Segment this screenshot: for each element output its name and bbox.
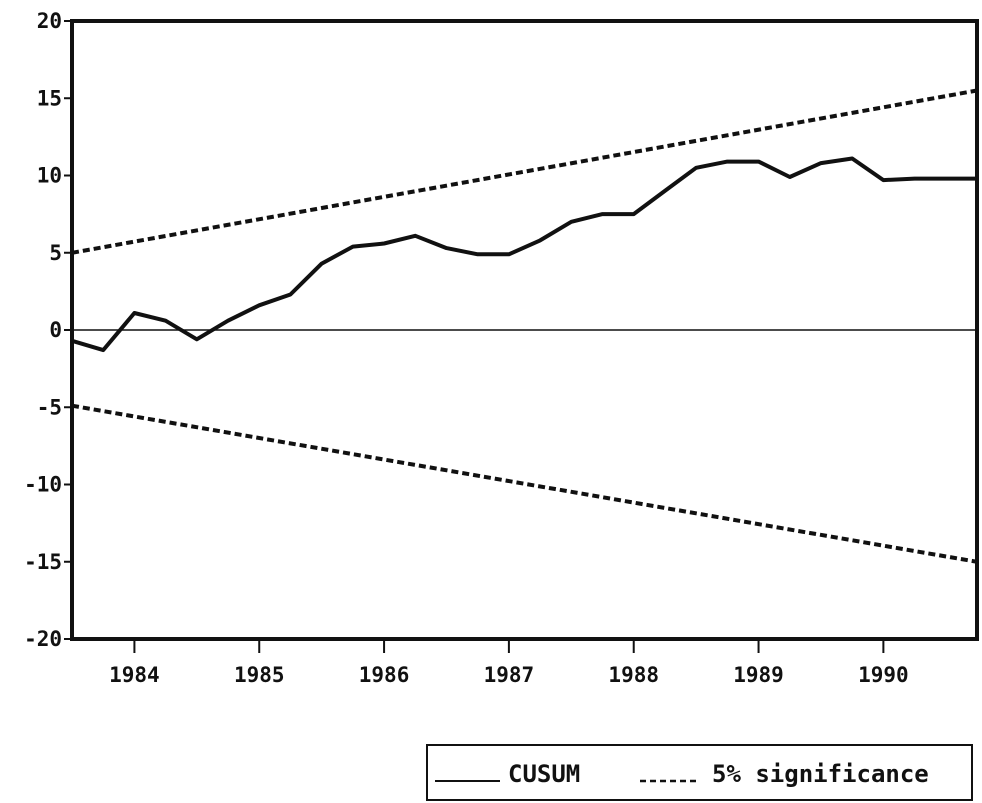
- x-tick-label: 1984: [109, 663, 160, 687]
- y-tick-label: -15: [24, 550, 62, 574]
- y-tick-label: 0: [49, 318, 62, 342]
- y-tick-label: 15: [37, 86, 62, 110]
- upper-significance-line: [71, 88, 978, 255]
- legend-cusum-label: CUSUM: [508, 760, 580, 788]
- x-axis-ticks: 1984 1985 1986 1987 1988 1989 1990: [109, 639, 909, 687]
- x-tick-label: 1988: [608, 663, 659, 687]
- x-tick-label: 1990: [858, 663, 909, 687]
- y-axis-ticks: 20 15 10 5 0 -5 -10 -15 -20: [24, 9, 72, 651]
- lower-significance-line: [71, 403, 978, 564]
- x-tick-label: 1986: [359, 663, 410, 687]
- series-layer: [71, 88, 978, 564]
- y-tick-label: -5: [37, 395, 62, 419]
- x-tick-label: 1987: [484, 663, 535, 687]
- x-tick-label: 1985: [234, 663, 285, 687]
- legend-significance-label: 5% significance: [712, 760, 929, 788]
- y-tick-label: 10: [37, 164, 62, 188]
- legend-box: [426, 744, 973, 801]
- cusum-line: [71, 156, 977, 353]
- y-tick-label: 5: [49, 241, 62, 265]
- y-tick-label: -10: [24, 473, 62, 497]
- x-tick-label: 1989: [733, 663, 784, 687]
- plot-frame: [70, 19, 979, 641]
- y-tick-label: -20: [24, 627, 62, 651]
- legend: CUSUM 5% significance: [426, 744, 973, 801]
- y-tick-label: 20: [37, 9, 62, 33]
